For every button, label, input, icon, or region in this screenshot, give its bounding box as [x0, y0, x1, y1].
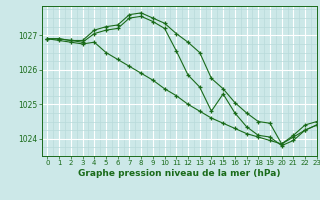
X-axis label: Graphe pression niveau de la mer (hPa): Graphe pression niveau de la mer (hPa) [78, 169, 280, 178]
